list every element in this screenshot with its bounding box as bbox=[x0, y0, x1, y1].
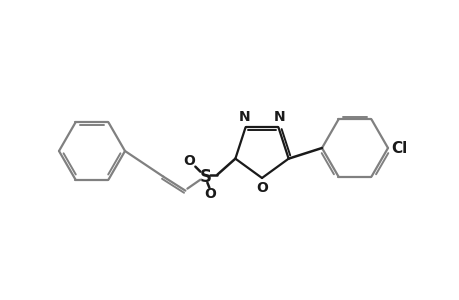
Text: O: O bbox=[183, 154, 195, 168]
Text: S: S bbox=[199, 168, 211, 186]
Text: O: O bbox=[204, 187, 216, 201]
Text: O: O bbox=[256, 181, 267, 195]
Text: N: N bbox=[273, 110, 285, 124]
Text: N: N bbox=[238, 110, 250, 124]
Text: Cl: Cl bbox=[390, 140, 406, 155]
